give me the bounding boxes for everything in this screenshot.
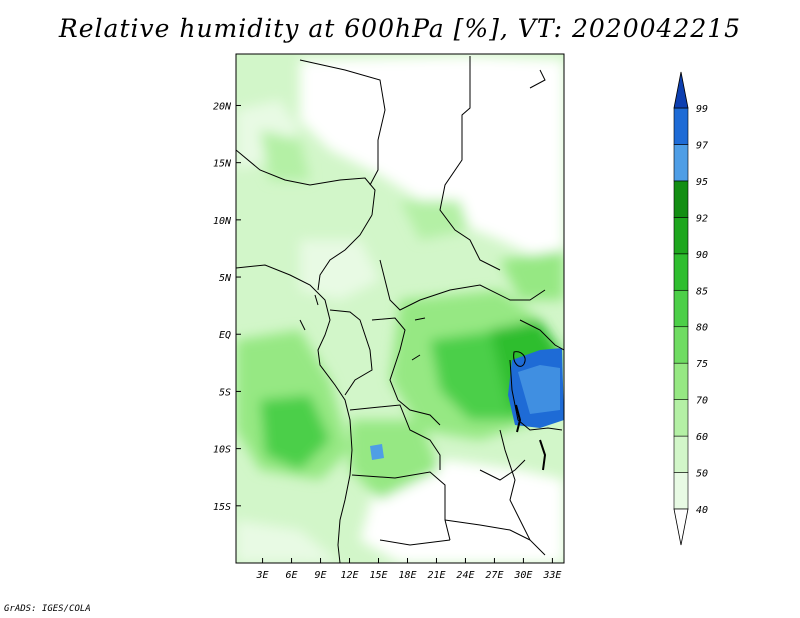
- colorbar-label: 60: [696, 432, 708, 443]
- saturated-core-east: [518, 365, 560, 414]
- colorbar-segment: [673, 362, 689, 400]
- moist-core-angola: [260, 395, 330, 470]
- border-nigeria-cameroon: [317, 214, 373, 291]
- lon-label: 18E: [398, 570, 416, 581]
- border-niger-algeria: [299, 59, 386, 186]
- lat-label: 20N: [213, 101, 232, 112]
- border-niger-nigeria: [236, 149, 376, 216]
- country-borders: [236, 56, 564, 563]
- humidity-field: [236, 54, 564, 563]
- lat-label: 15N: [213, 159, 232, 170]
- colorbar-label: 70: [696, 396, 708, 407]
- border-drc-tanzania: [509, 359, 563, 431]
- dry-patch-central: [300, 240, 380, 300]
- moist-patch-sudan: [500, 250, 564, 300]
- longitude-axis: 3E 6E 9E 12E 15E 18E 21E 24E 27E 30E 33E: [256, 558, 561, 581]
- map-frame: [235, 53, 565, 564]
- colorbar: 40 50 60 70 75 80 85 90 92 95 97 99: [673, 71, 708, 546]
- border-angola-drc: [349, 404, 441, 470]
- credit-label: GrADS: IGES/COLA: [4, 604, 91, 614]
- coastline-west: [236, 264, 353, 563]
- colorbar-label: 50: [696, 469, 708, 480]
- lon-label: 21E: [427, 570, 445, 581]
- border-uganda-kenya: [519, 319, 564, 351]
- lon-label: 6E: [286, 570, 298, 581]
- lake-malawi: [539, 439, 547, 471]
- lake-victoria: [513, 351, 526, 367]
- border-libya-sudan: [439, 56, 501, 271]
- colorbar-segment: [673, 472, 689, 510]
- lat-label: EQ: [219, 330, 231, 341]
- colorbar-label: 90: [696, 250, 708, 261]
- colorbar-label: 40: [696, 505, 708, 516]
- lon-label: 24E: [456, 570, 474, 581]
- lon-label: 30E: [513, 570, 532, 581]
- border-car-drc: [379, 259, 546, 311]
- lon-label: 15E: [369, 570, 387, 581]
- colorbar-label: 80: [696, 323, 708, 334]
- lat-label: 15S: [213, 502, 231, 513]
- colorbar-label: 99: [696, 104, 708, 115]
- lon-label: 3E: [256, 570, 269, 581]
- colorbar-segment: [673, 107, 689, 145]
- colorbar-segment: [673, 399, 689, 437]
- lat-label: 10S: [213, 445, 231, 456]
- lon-label: 12E: [340, 570, 358, 581]
- dry-region-southwest: [236, 520, 340, 563]
- colorbar-segment: [673, 253, 689, 291]
- border-zimbabwe: [444, 519, 531, 541]
- colorbar-label: 95: [696, 177, 708, 188]
- lon-label: 9E: [315, 570, 327, 581]
- moist-patch-zambia: [350, 420, 440, 500]
- border-malawi: [479, 459, 526, 481]
- dry-region-north: [300, 56, 564, 270]
- lake-tanganyika: [515, 404, 522, 433]
- colorbar-segment: [673, 435, 689, 473]
- colorbar-label: 92: [696, 213, 708, 224]
- latitude-axis: 20N 15N 10N 5N EQ 5S 10S 15S: [213, 101, 241, 513]
- border-namibia-botswana: [379, 539, 451, 546]
- lon-label: 27E: [485, 570, 503, 581]
- border-congo-drc: [371, 317, 441, 426]
- lat-label: 10N: [213, 216, 232, 227]
- colorbar-segment: [673, 289, 689, 328]
- lon-label: 33E: [542, 570, 561, 581]
- lat-label: 5S: [219, 387, 231, 398]
- colorbar-segment: [673, 144, 689, 182]
- dry-region-south: [360, 460, 564, 563]
- colorbar-label: 75: [696, 359, 708, 370]
- moist-patch-chad: [400, 200, 470, 240]
- saturated-patch-zambia: [370, 444, 384, 460]
- colorbar-upper-arrow: [673, 71, 689, 109]
- map-title: Relative humidity at 600hPa [%], VT: 202…: [58, 14, 742, 43]
- colorbar-lower-arrow: [673, 508, 689, 546]
- colorbar-label: 85: [696, 286, 708, 297]
- border-gabon-congo: [329, 309, 373, 396]
- colorbar-segment: [673, 180, 689, 218]
- small-lakes: [299, 294, 426, 361]
- moist-patch-sahel: [260, 130, 310, 180]
- coastline-red-sea: [529, 69, 546, 89]
- colorbar-segment: [673, 217, 689, 255]
- border-angola-zambia: [351, 471, 451, 541]
- colorbar-label: 97: [696, 140, 708, 151]
- lat-label: 5N: [219, 273, 232, 284]
- colorbar-segment: [673, 326, 689, 364]
